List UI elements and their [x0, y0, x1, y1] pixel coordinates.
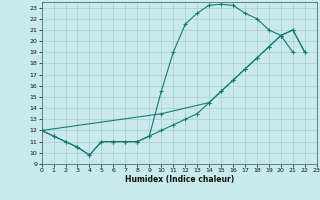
X-axis label: Humidex (Indice chaleur): Humidex (Indice chaleur)	[124, 175, 234, 184]
